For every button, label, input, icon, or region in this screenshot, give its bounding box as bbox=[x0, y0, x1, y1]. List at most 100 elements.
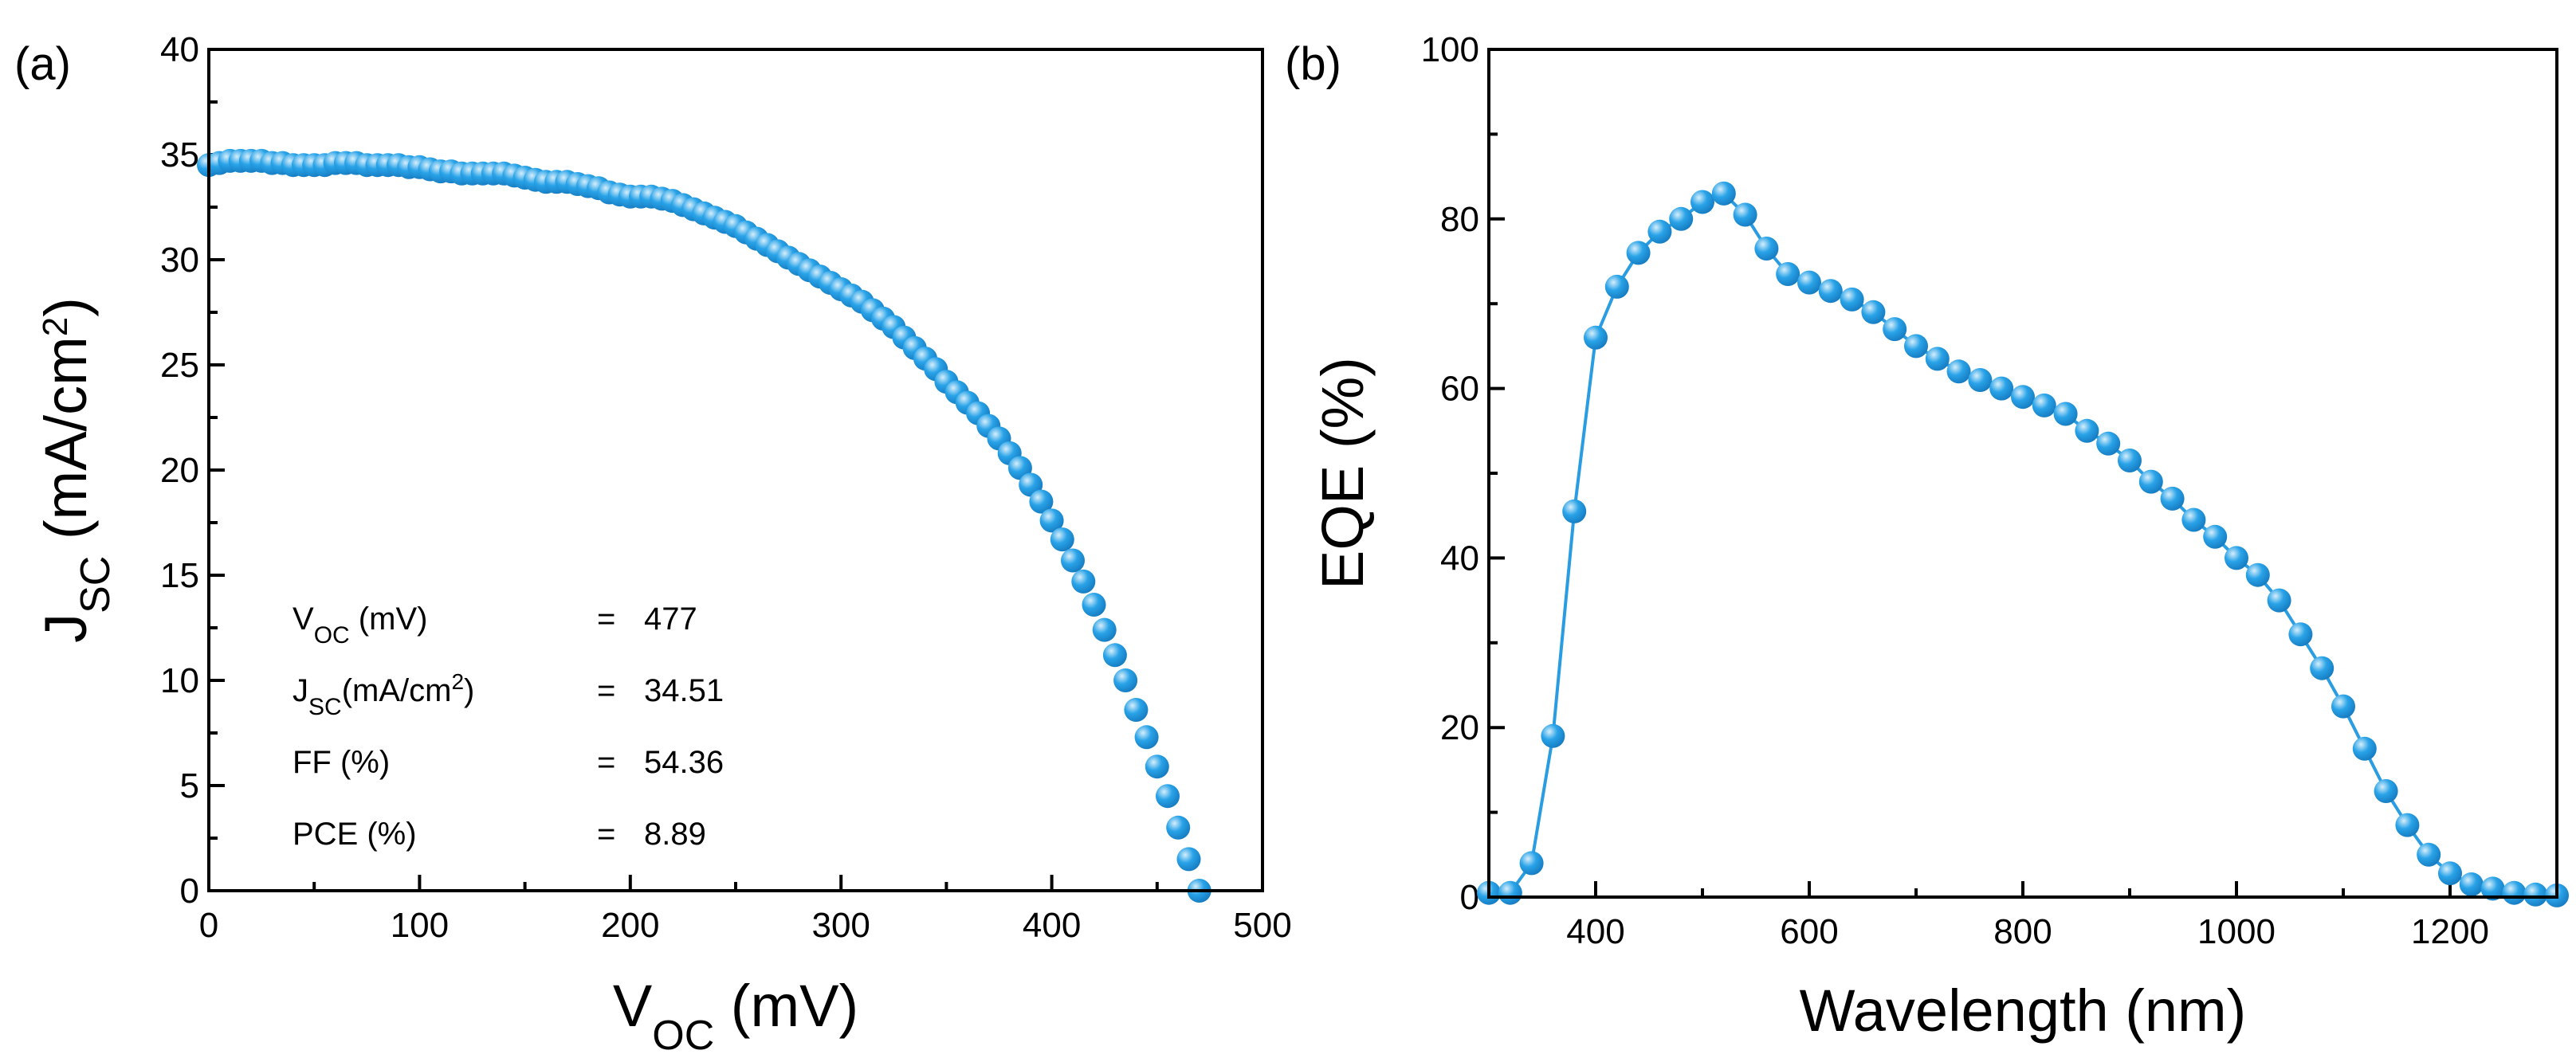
data-point bbox=[1102, 643, 1127, 668]
y-tick-label: 60 bbox=[1440, 370, 1479, 409]
data-point bbox=[1733, 202, 1757, 227]
data-point bbox=[2138, 469, 2163, 494]
x-tick-label: 1200 bbox=[2411, 912, 2489, 951]
data-point bbox=[1626, 241, 1651, 265]
y-tick-label: 100 bbox=[1421, 30, 1479, 69]
data-point bbox=[1092, 617, 1117, 642]
panel-a-plot-frame bbox=[207, 48, 1264, 892]
panel-b-label: (b) bbox=[1285, 38, 1341, 90]
y-tick-label: 10 bbox=[160, 661, 199, 700]
data-point bbox=[1776, 262, 1800, 286]
data-point bbox=[2480, 876, 2505, 901]
panel-a-parameter-annotations: VOC (mV) = 477 JSC(mA/cm2) = 34.51 FF (%) = 54.3… bbox=[293, 602, 724, 852]
data-point bbox=[1584, 325, 1608, 350]
data-point bbox=[1061, 548, 1085, 573]
x-tick-label: 1000 bbox=[2197, 912, 2276, 951]
data-point bbox=[1647, 219, 1672, 244]
data-point bbox=[1989, 376, 2014, 401]
data-point bbox=[2118, 449, 2142, 472]
annotation-value: 34.51 bbox=[644, 673, 724, 708]
data-point bbox=[2160, 486, 2185, 511]
annotation-equals: = bbox=[597, 817, 615, 852]
panel-a-y-axis: 0 5 10 15 20 25 30 35 40 bbox=[160, 30, 225, 911]
data-point bbox=[1925, 347, 1950, 371]
annotation-name: JSC(mA/cm2) bbox=[293, 669, 474, 720]
panel-b-y-axis-title: EQE (%) bbox=[1310, 357, 1376, 590]
data-point bbox=[1498, 880, 1522, 905]
data-point bbox=[2459, 872, 2484, 896]
annotation-equals: = bbox=[597, 602, 615, 637]
panel-b-y-axis: 0 20 40 60 80 100 bbox=[1421, 30, 1505, 917]
y-tick-label: 35 bbox=[160, 135, 199, 174]
data-point bbox=[2267, 588, 2291, 613]
data-point bbox=[1156, 784, 1180, 809]
annotation-name: PCE (%) bbox=[293, 817, 417, 852]
data-point bbox=[1082, 593, 1106, 617]
data-point bbox=[2331, 694, 2355, 719]
data-point bbox=[1519, 851, 1544, 876]
x-tick-label: 400 bbox=[1023, 906, 1081, 945]
x-tick-label: 0 bbox=[199, 906, 218, 945]
annotation-name: VOC (mV) bbox=[293, 602, 427, 649]
x-tick-label: 500 bbox=[1233, 906, 1291, 945]
y-tick-label: 0 bbox=[180, 872, 199, 911]
panel-a-jv-curve: (a) 0 5 10 15 20 25 30 35 40 0 100 200 300 400 500 VO… bbox=[14, 30, 1292, 1059]
y-tick-label: 40 bbox=[160, 30, 199, 69]
annotation-equals: = bbox=[597, 745, 615, 780]
panel-a-y-axis-title: JSC (mA/cm2) bbox=[33, 297, 119, 643]
data-point bbox=[2288, 622, 2313, 647]
data-point bbox=[1134, 725, 1159, 750]
data-point bbox=[1166, 815, 1191, 840]
data-point bbox=[2438, 861, 2462, 886]
y-tick-label: 40 bbox=[1440, 539, 1479, 578]
y-tick-label: 5 bbox=[180, 766, 199, 805]
y-tick-label: 0 bbox=[1460, 878, 1479, 917]
data-point bbox=[2523, 882, 2548, 907]
data-point bbox=[1039, 508, 1064, 533]
data-point bbox=[2053, 402, 2078, 426]
panel-a-x-axis: 0 100 200 300 400 500 bbox=[199, 875, 1292, 945]
data-point bbox=[2374, 779, 2398, 803]
panel-a-label: (a) bbox=[14, 38, 71, 90]
data-point bbox=[2075, 418, 2099, 443]
annotation-value: 54.36 bbox=[644, 745, 724, 780]
data-point bbox=[2203, 524, 2228, 549]
data-point bbox=[1904, 334, 1928, 359]
data-point bbox=[1541, 723, 1565, 748]
data-point bbox=[1797, 270, 1821, 295]
panel-a-jv-points bbox=[197, 148, 1211, 903]
data-point bbox=[1840, 287, 1864, 312]
data-point bbox=[1818, 279, 1843, 304]
data-point bbox=[2310, 656, 2334, 680]
data-point bbox=[1176, 847, 1201, 872]
data-point bbox=[1883, 317, 1907, 342]
data-point bbox=[1071, 569, 1096, 594]
data-point bbox=[1050, 527, 1074, 552]
data-point bbox=[1968, 368, 1993, 392]
y-tick-label: 25 bbox=[160, 346, 199, 385]
panel-b-eqe-points bbox=[1477, 181, 2569, 907]
data-point bbox=[2225, 546, 2248, 570]
data-point bbox=[2181, 507, 2206, 532]
panel-b-eqe-spectrum: (b) 0 20 40 60 80 100 400 600 800 1000 1200 Wavel… bbox=[1285, 30, 2569, 1044]
annotation-name: FF (%) bbox=[293, 745, 390, 780]
data-point bbox=[1946, 359, 1971, 384]
panel-b-plot-frame bbox=[1487, 48, 2558, 899]
data-point bbox=[1145, 754, 1169, 779]
data-point bbox=[1690, 190, 1714, 214]
y-tick-label: 20 bbox=[1440, 708, 1479, 747]
data-point bbox=[2417, 842, 2441, 867]
y-tick-label: 30 bbox=[160, 241, 199, 280]
annotation-equals: = bbox=[597, 673, 615, 708]
data-point bbox=[1604, 274, 1629, 299]
y-tick-label: 80 bbox=[1440, 200, 1479, 239]
data-point bbox=[1562, 499, 1587, 523]
y-tick-label: 15 bbox=[160, 556, 199, 595]
data-point bbox=[2011, 385, 2035, 410]
data-point bbox=[2395, 813, 2420, 837]
data-point bbox=[2032, 393, 2056, 417]
data-point bbox=[1711, 181, 1736, 206]
x-tick-label: 600 bbox=[1780, 912, 1838, 951]
x-tick-label: 200 bbox=[601, 906, 659, 945]
